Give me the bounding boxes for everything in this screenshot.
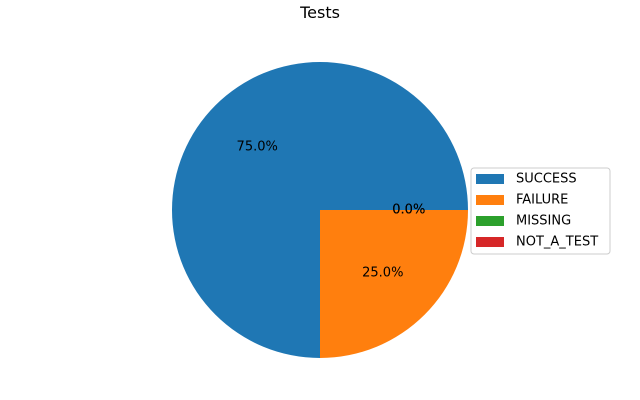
slice-label-failure: 25.0% <box>362 265 403 280</box>
pie-slices <box>172 62 468 358</box>
legend-swatch-failure <box>476 195 504 205</box>
legend-label-success: SUCCESS <box>516 172 577 187</box>
legend-label-missing: MISSING <box>516 214 571 229</box>
legend-label-not-a-test: NOT_A_TEST <box>516 235 598 250</box>
chart-title: Tests <box>299 3 340 22</box>
legend-swatch-not-a-test <box>476 237 504 247</box>
slice-labels: 75.0%25.0%0.0%0.0% <box>237 140 426 281</box>
slice-label-missing: 0.0% <box>392 203 425 218</box>
legend: SUCCESS FAILURE MISSING NOT_A_TEST <box>470 167 611 255</box>
legend-swatch-missing <box>476 216 504 226</box>
legend-frame <box>470 167 611 255</box>
slice-label-not-a-test: 0.0% <box>392 203 425 218</box>
slice-label-success: 75.0% <box>237 140 278 155</box>
pie-slice-failure <box>320 210 468 358</box>
legend-swatch-success <box>476 174 504 184</box>
legend-label-failure: FAILURE <box>516 193 568 208</box>
